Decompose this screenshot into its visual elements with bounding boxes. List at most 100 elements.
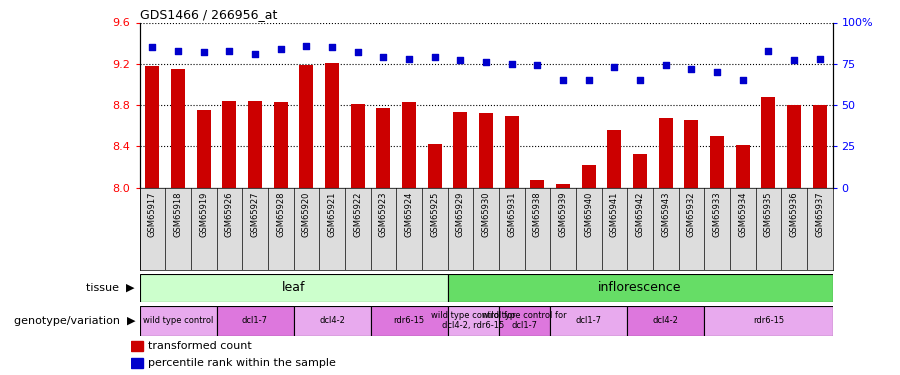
Bar [351, 104, 364, 188]
Bar [130, 341, 143, 351]
Text: transformed count: transformed count [148, 341, 252, 351]
Bar [248, 101, 262, 188]
Point [325, 44, 339, 50]
Point [428, 54, 442, 60]
Text: GSM65922: GSM65922 [353, 192, 362, 237]
Text: GSM65943: GSM65943 [662, 192, 670, 237]
Bar [499, 306, 550, 336]
Text: percentile rank within the sample: percentile rank within the sample [148, 358, 336, 368]
Bar [684, 120, 698, 188]
Point [479, 59, 493, 65]
Bar [293, 306, 371, 336]
Text: GSM65941: GSM65941 [610, 192, 619, 237]
Bar [787, 105, 801, 188]
Bar [145, 66, 159, 188]
Text: GSM65930: GSM65930 [482, 192, 490, 237]
Point [710, 69, 724, 75]
Bar [447, 306, 499, 336]
Point [299, 43, 313, 49]
Bar [140, 274, 447, 302]
Point [505, 61, 519, 67]
Bar [633, 154, 647, 188]
Text: rdr6-15: rdr6-15 [393, 316, 425, 325]
Bar [300, 65, 313, 188]
Text: dcl4-2: dcl4-2 [320, 316, 345, 325]
Bar [428, 144, 442, 188]
Text: inflorescence: inflorescence [598, 281, 682, 294]
Text: GSM65918: GSM65918 [174, 192, 183, 237]
Point [401, 56, 416, 62]
Text: GSM65940: GSM65940 [584, 192, 593, 237]
Text: GSM65931: GSM65931 [508, 192, 517, 237]
Text: GSM65935: GSM65935 [764, 192, 773, 237]
Bar [813, 105, 827, 188]
Bar [447, 274, 832, 302]
Text: GSM65920: GSM65920 [302, 192, 310, 237]
Point [248, 51, 262, 57]
Text: GSM65926: GSM65926 [225, 192, 234, 237]
Point [145, 44, 159, 50]
Point [684, 66, 698, 72]
Bar [376, 108, 391, 188]
Bar [171, 69, 185, 188]
Bar [530, 180, 544, 188]
Bar [710, 136, 724, 188]
Point [659, 62, 673, 68]
Text: GSM65927: GSM65927 [250, 192, 259, 237]
Text: rdr6-15: rdr6-15 [752, 316, 784, 325]
Text: wild type control for
dcl1-7: wild type control for dcl1-7 [482, 311, 567, 330]
Bar [274, 102, 288, 188]
Point [274, 46, 288, 52]
Bar [479, 113, 493, 188]
Bar [130, 358, 143, 368]
Bar [659, 118, 672, 188]
Bar [371, 306, 447, 336]
Text: leaf: leaf [282, 281, 305, 294]
Bar [505, 116, 518, 188]
Point [196, 49, 211, 55]
Text: GSM65939: GSM65939 [559, 192, 568, 237]
Text: GSM65929: GSM65929 [455, 192, 464, 237]
Text: tissue  ▶: tissue ▶ [86, 283, 135, 293]
Bar [454, 112, 467, 188]
Bar [608, 130, 621, 188]
Text: wild type control: wild type control [143, 316, 213, 325]
Point [453, 57, 467, 63]
Point [530, 62, 544, 68]
Text: GSM65917: GSM65917 [148, 192, 157, 237]
Bar [704, 306, 833, 336]
Bar [325, 63, 339, 188]
Point [556, 77, 571, 83]
Text: GSM65942: GSM65942 [635, 192, 644, 237]
Bar [196, 110, 211, 188]
Text: dcl1-7: dcl1-7 [576, 316, 602, 325]
Point [787, 57, 801, 63]
Text: GSM65934: GSM65934 [738, 192, 747, 237]
Text: GSM65919: GSM65919 [199, 192, 208, 237]
Point [608, 64, 622, 70]
Bar [222, 101, 237, 188]
Bar [761, 97, 776, 188]
Bar [550, 306, 627, 336]
Text: GSM65928: GSM65928 [276, 192, 285, 237]
Bar [735, 145, 750, 188]
Bar [581, 165, 596, 188]
Text: dcl1-7: dcl1-7 [242, 316, 268, 325]
Text: GSM65925: GSM65925 [430, 192, 439, 237]
Text: GSM65938: GSM65938 [533, 192, 542, 237]
Text: GSM65937: GSM65937 [815, 192, 824, 237]
Point [222, 48, 237, 54]
Point [171, 48, 185, 54]
Text: GSM65932: GSM65932 [687, 192, 696, 237]
Point [633, 77, 647, 83]
Point [761, 48, 776, 54]
Bar [217, 306, 293, 336]
Point [813, 56, 827, 62]
Bar [402, 102, 416, 188]
Text: GSM65933: GSM65933 [713, 192, 722, 237]
Bar [140, 306, 217, 336]
Bar [627, 306, 704, 336]
Text: GSM65923: GSM65923 [379, 192, 388, 237]
Text: GSM65936: GSM65936 [789, 192, 798, 237]
Point [735, 77, 750, 83]
